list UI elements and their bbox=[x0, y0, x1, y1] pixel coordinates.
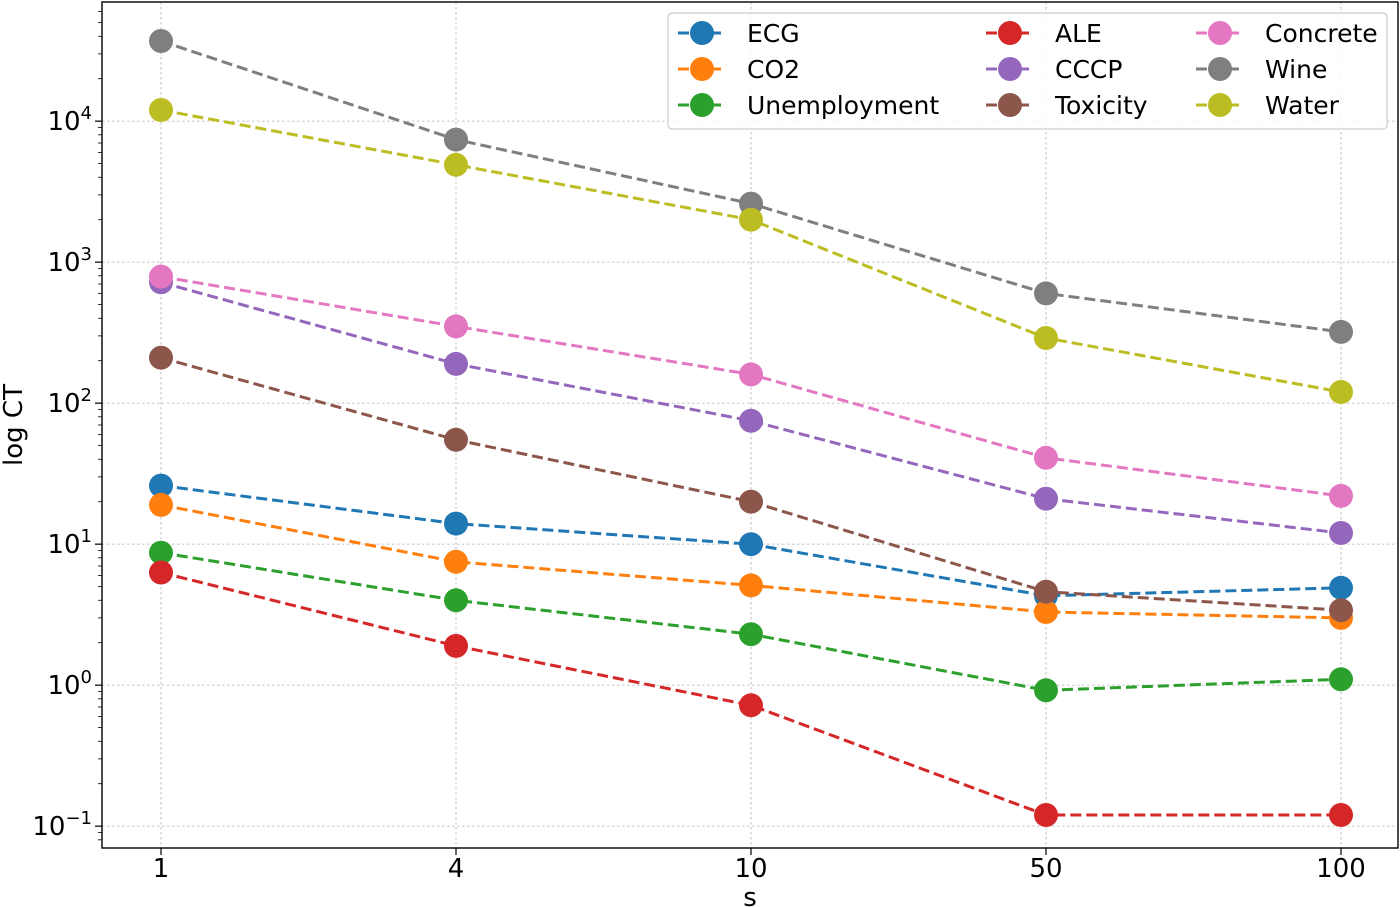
series-line bbox=[160, 571, 1341, 817]
legend-item: Unemployment bbox=[678, 91, 939, 120]
data-point bbox=[1329, 667, 1353, 692]
data-point bbox=[444, 427, 468, 452]
data-point bbox=[1034, 600, 1058, 624]
series-lines bbox=[149, 29, 1353, 827]
data-point bbox=[444, 633, 468, 658]
legend-label: CO2 bbox=[747, 55, 800, 84]
y-tick-label: 102 bbox=[47, 385, 92, 419]
data-point bbox=[149, 492, 173, 517]
x-tick-label: 4 bbox=[448, 854, 465, 884]
legend-item: CCCP bbox=[986, 55, 1122, 84]
data-point bbox=[1329, 803, 1353, 827]
legend-marker bbox=[1208, 93, 1232, 117]
legend-marker bbox=[998, 57, 1022, 81]
data-point bbox=[1034, 486, 1058, 511]
data-point bbox=[1034, 445, 1058, 470]
legend-item: ALE bbox=[986, 19, 1102, 48]
data-point bbox=[739, 362, 763, 387]
legend-marker bbox=[690, 93, 714, 117]
y-tick-label: 10−1 bbox=[32, 808, 92, 842]
series-line bbox=[160, 503, 1342, 620]
data-point bbox=[739, 207, 763, 232]
data-point bbox=[1034, 326, 1058, 350]
data-point bbox=[1329, 521, 1353, 545]
legend-label: Wine bbox=[1265, 55, 1327, 84]
data-point bbox=[149, 345, 173, 370]
x-tick-label: 50 bbox=[1029, 854, 1062, 884]
series-water bbox=[149, 98, 1353, 404]
legend-label: ALE bbox=[1055, 19, 1102, 48]
data-point bbox=[149, 264, 173, 289]
series-ale bbox=[149, 560, 1353, 827]
y-tick-label: 101 bbox=[47, 526, 92, 560]
data-point bbox=[739, 532, 763, 557]
data-point bbox=[444, 588, 468, 613]
legend-item: Concrete bbox=[1196, 19, 1378, 48]
data-point bbox=[1329, 319, 1353, 344]
legend-item: Toxicity bbox=[986, 91, 1148, 120]
legend-label: Concrete bbox=[1265, 19, 1378, 48]
data-point bbox=[739, 408, 763, 433]
data-point bbox=[1034, 281, 1058, 306]
data-point bbox=[1329, 380, 1353, 404]
data-point bbox=[739, 573, 763, 598]
y-tick-label: 103 bbox=[47, 244, 92, 278]
data-point bbox=[1034, 579, 1058, 604]
legend-item: Water bbox=[1196, 91, 1340, 120]
legend: ECG CO2 Unemployment ALE CCCP Toxicity Concret… bbox=[667, 12, 1388, 130]
legend-marker bbox=[690, 21, 714, 45]
data-point bbox=[1329, 575, 1353, 600]
series-wine bbox=[149, 29, 1353, 344]
data-point bbox=[444, 511, 468, 536]
series-line bbox=[160, 356, 1342, 612]
data-point bbox=[149, 473, 173, 498]
legend-marker bbox=[998, 21, 1022, 45]
data-point bbox=[1034, 803, 1058, 827]
legend-marker bbox=[998, 93, 1022, 117]
data-point bbox=[1329, 483, 1353, 508]
series-toxicity bbox=[149, 345, 1353, 623]
y-tick-label: 104 bbox=[47, 103, 92, 137]
data-point bbox=[444, 549, 468, 574]
axes: 1 4 10 50 100 10−1 100 101 102 103 104 bbox=[32, 11, 1366, 884]
data-point bbox=[149, 98, 173, 122]
legend-label: Water bbox=[1265, 91, 1340, 120]
legend-label: Toxicity bbox=[1054, 91, 1148, 120]
data-point bbox=[444, 127, 468, 152]
series-line bbox=[160, 280, 1342, 535]
data-point bbox=[739, 622, 763, 647]
data-point bbox=[1329, 598, 1353, 623]
legend-marker bbox=[1208, 21, 1232, 45]
data-point bbox=[149, 540, 173, 565]
legend-marker bbox=[1208, 57, 1232, 81]
data-point bbox=[1034, 678, 1058, 703]
data-point bbox=[149, 29, 173, 53]
legend-label: Unemployment bbox=[747, 91, 939, 120]
legend-item: CO2 bbox=[678, 55, 800, 84]
data-point bbox=[739, 489, 763, 514]
series-concrete bbox=[149, 264, 1353, 508]
legend-label: CCCP bbox=[1055, 55, 1122, 84]
data-point bbox=[444, 152, 468, 177]
legend-item: ECG bbox=[678, 19, 800, 48]
y-tick-label: 100 bbox=[47, 667, 92, 701]
x-tick-label: 10 bbox=[734, 854, 767, 884]
legend-label: ECG bbox=[747, 19, 800, 48]
legend-item: Wine bbox=[1196, 55, 1327, 84]
data-point bbox=[739, 693, 763, 718]
y-axis-label: log CT bbox=[0, 384, 29, 466]
x-tick-label: 100 bbox=[1316, 854, 1366, 884]
x-tick-label: 1 bbox=[153, 854, 170, 884]
legend-marker bbox=[690, 57, 714, 81]
x-axis-label: s bbox=[743, 883, 757, 907]
series-unemployment bbox=[149, 540, 1353, 703]
data-point bbox=[444, 314, 468, 339]
legend-box bbox=[667, 12, 1388, 130]
data-point bbox=[444, 351, 468, 376]
data-point bbox=[149, 560, 173, 585]
